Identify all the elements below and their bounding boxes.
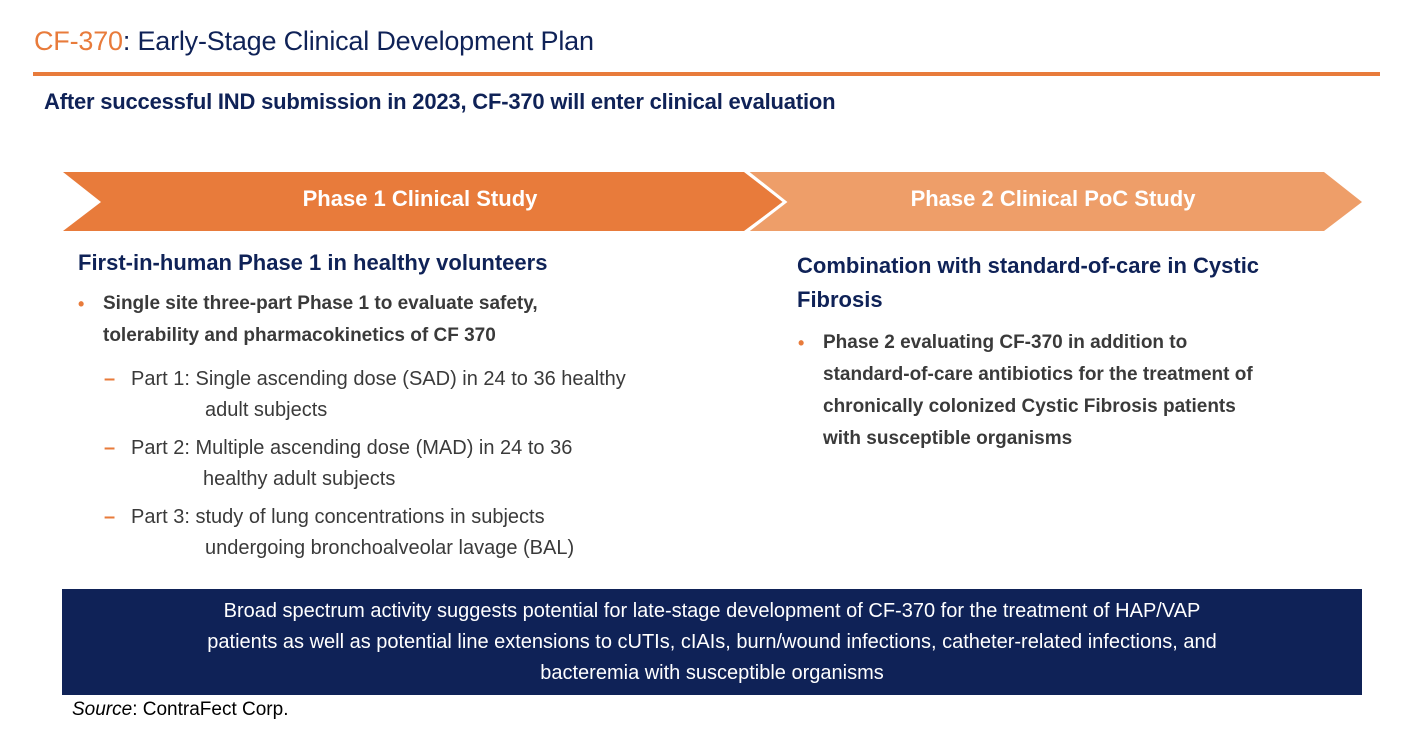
phase-1-label: Phase 1 Clinical Study bbox=[302, 186, 538, 211]
dash-bullet-icon: – bbox=[104, 368, 116, 390]
title-text: : Early-Stage Clinical Development Plan bbox=[122, 26, 594, 56]
source-note: Source: ContraFect Corp. bbox=[72, 699, 288, 721]
bullet-dot-icon: • bbox=[78, 294, 85, 314]
summary-banner: Broad spectrum activity suggests potenti… bbox=[62, 589, 1362, 695]
chevron-separator bbox=[745, 169, 788, 234]
phase-2-bullet: • Phase 2 evaluating CF-370 in addition … bbox=[798, 327, 1253, 455]
phase-1-sub-item-1: – Part 1: Single ascending dose (SAD) in… bbox=[104, 364, 626, 426]
phase-1-heading: First-in-human Phase 1 in healthy volunt… bbox=[78, 250, 548, 275]
title-divider bbox=[33, 72, 1380, 76]
source-label: Source bbox=[72, 699, 133, 720]
dash-bullet-icon: – bbox=[104, 437, 116, 459]
title-product-code: CF-370 bbox=[34, 26, 123, 56]
page-title: CF-370: Early-Stage Clinical Development… bbox=[34, 26, 594, 57]
phase-2-heading: Combination with standard-of-care in Cys… bbox=[797, 253, 1260, 312]
source-text: : ContraFect Corp. bbox=[132, 699, 289, 720]
dash-bullet-icon: – bbox=[104, 506, 116, 528]
page-subtitle: After successful IND submission in 2023,… bbox=[44, 89, 836, 114]
phase-1-bullet: • Single site three-part Phase 1 to eval… bbox=[78, 288, 538, 352]
phase-1-sub-item-3: – Part 3: study of lung concentrations i… bbox=[104, 502, 574, 564]
phase-1-sub-item-2: – Part 2: Multiple ascending dose (MAD) … bbox=[104, 433, 572, 495]
phase-2-label: Phase 2 Clinical PoC Study bbox=[910, 186, 1196, 211]
bullet-dot-icon: • bbox=[798, 333, 805, 353]
